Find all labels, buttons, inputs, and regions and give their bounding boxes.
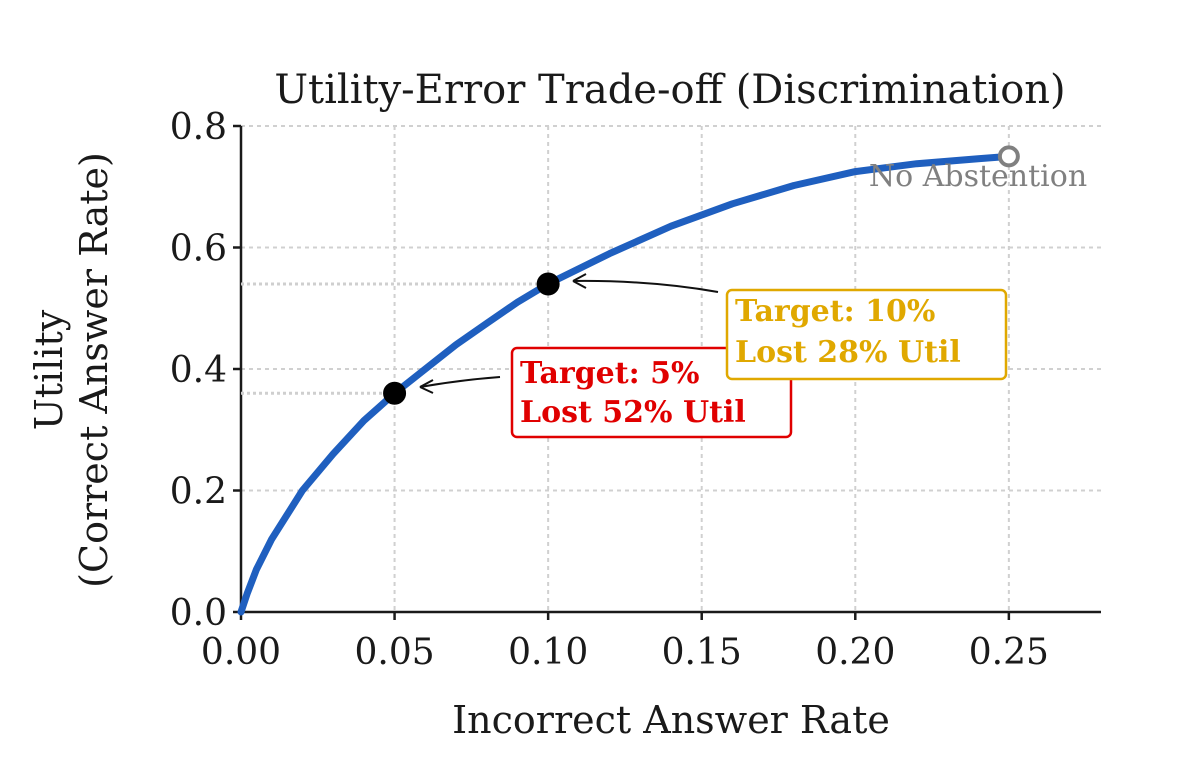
x-axis-label: Incorrect Answer Rate xyxy=(452,698,890,742)
y-tick-label: 0.0 xyxy=(170,593,227,634)
x-tick-label: 0.15 xyxy=(662,632,742,673)
y-tick-label: 0.4 xyxy=(170,350,227,391)
y-tick-label: 0.8 xyxy=(170,107,227,148)
annotation-arrow xyxy=(420,377,500,387)
annotation-text-line-2: Lost 52% Util xyxy=(520,395,746,430)
y-axis-label-line-2: (Correct Answer Rate) xyxy=(72,152,116,588)
annotation-arrow xyxy=(573,281,718,292)
marker-target-10 xyxy=(537,273,559,295)
marker-target-5 xyxy=(384,382,406,404)
annotation-text-line-1: Target: 5% xyxy=(520,356,700,391)
y-axis-label: Utility (Correct Answer Rate) xyxy=(27,152,116,588)
annotation-text-line-1: Target: 10% xyxy=(735,294,935,329)
chart-title: Utility-Error Trade-off (Discrimination) xyxy=(274,67,1065,113)
y-axis-label-line-1: Utility xyxy=(27,309,71,430)
x-tick-label: 0.00 xyxy=(201,632,281,673)
x-tick-label: 0.05 xyxy=(354,632,434,673)
no-abstention-label: No Abstention xyxy=(869,159,1087,194)
x-tick-label: 0.10 xyxy=(508,632,588,673)
x-tick-label: 0.25 xyxy=(969,632,1049,673)
y-tick-label: 0.2 xyxy=(170,472,227,513)
annotation-text-line-2: Lost 28% Util xyxy=(735,335,961,370)
x-tick-label: 0.20 xyxy=(815,632,895,673)
y-tick-label: 0.6 xyxy=(170,229,227,270)
